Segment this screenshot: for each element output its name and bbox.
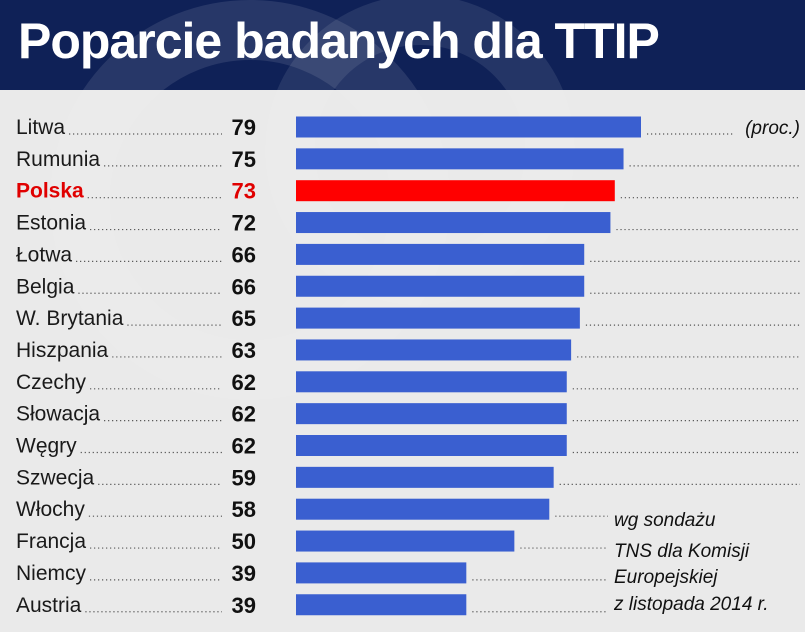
bar — [296, 212, 610, 233]
bar — [296, 435, 567, 456]
bar — [296, 467, 554, 488]
value-label: 65 — [232, 306, 256, 331]
value-label: 39 — [232, 561, 256, 586]
value-label: 62 — [232, 402, 256, 427]
source-note-line: TNS dla Komisji — [614, 541, 750, 562]
bar — [296, 403, 567, 424]
value-label: 59 — [232, 465, 256, 490]
country-label: W. Brytania — [16, 307, 124, 330]
value-label: 62 — [232, 434, 256, 459]
value-label: 39 — [232, 593, 256, 618]
country-label: Estonia — [16, 212, 86, 235]
bar — [296, 371, 567, 392]
value-label: 79 — [232, 115, 256, 140]
bar — [296, 308, 580, 329]
bar — [296, 531, 514, 552]
bar — [296, 117, 641, 138]
bar — [296, 180, 615, 201]
country-label: Szwecja — [16, 466, 95, 489]
unit-label: (proc.) — [745, 118, 800, 139]
bar — [296, 562, 466, 583]
country-label: Czechy — [16, 371, 87, 394]
country-label: Łotwa — [16, 243, 72, 266]
value-label: 73 — [232, 179, 256, 204]
bar — [296, 594, 466, 615]
value-label: 72 — [232, 211, 256, 236]
value-label: 75 — [232, 147, 256, 172]
country-label: Węgry — [16, 435, 77, 458]
country-label: Francja — [16, 530, 86, 553]
country-label: Austria — [16, 594, 82, 617]
source-note-line: z listopada 2014 r. — [613, 594, 769, 615]
value-label: 62 — [232, 370, 256, 395]
country-label: Hiszpania — [16, 339, 109, 362]
country-label: Niemcy — [16, 562, 87, 585]
source-note-line: wg sondażu — [614, 510, 716, 531]
source-note-line: Europejskiej — [614, 567, 718, 588]
bar — [296, 339, 571, 360]
value-label: 58 — [232, 497, 256, 522]
country-label: Belgia — [16, 275, 75, 298]
bar — [296, 148, 624, 169]
bar — [296, 499, 549, 520]
bar — [296, 276, 584, 297]
value-label: 50 — [232, 529, 256, 554]
country-label: Włochy — [16, 498, 85, 521]
country-label: Słowacja — [16, 403, 100, 426]
value-label: 63 — [232, 338, 256, 363]
value-label: 66 — [232, 242, 256, 267]
country-label: Polska — [16, 180, 84, 203]
country-label: Rumunia — [16, 148, 100, 171]
bar — [296, 244, 584, 265]
country-label: Litwa — [16, 116, 65, 139]
value-label: 66 — [232, 274, 256, 299]
